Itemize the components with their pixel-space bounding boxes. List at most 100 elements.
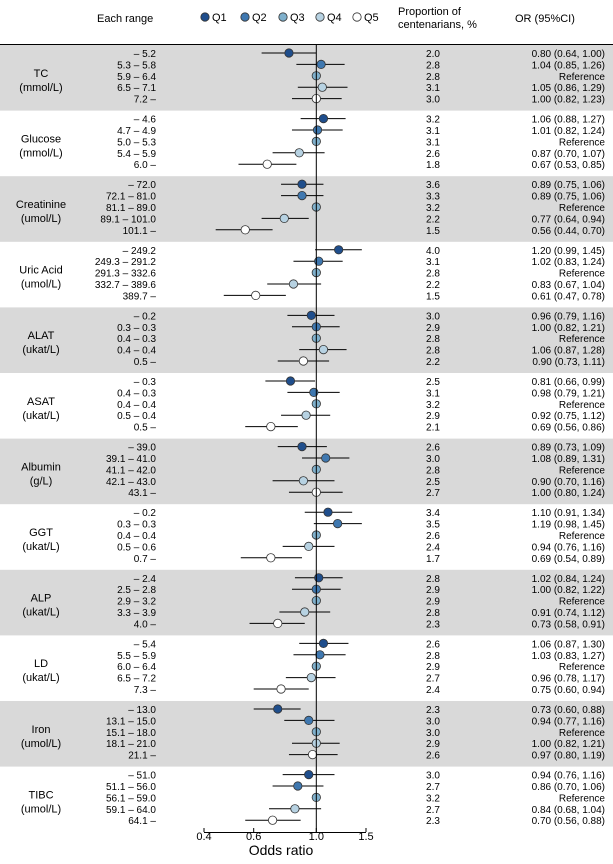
range-label: – 0.2 xyxy=(134,508,157,519)
or-point xyxy=(273,618,283,629)
or-value: 0.94 (0.77, 1.16) xyxy=(532,716,605,727)
or-point xyxy=(306,672,316,683)
range-label: 81.1 – 89.0 xyxy=(106,203,156,214)
or-point xyxy=(321,453,331,463)
or-point xyxy=(293,781,303,791)
legend-marker-q4 xyxy=(315,12,325,22)
range-label: 7.2 – xyxy=(134,95,157,106)
legend-label-q2: Q2 xyxy=(252,12,267,24)
or-value: 1.03 (0.83, 1.27) xyxy=(532,651,605,662)
range-label: 0.4 – 0.4 xyxy=(117,531,156,542)
or-value: 1.00 (0.82, 1.23) xyxy=(532,95,605,106)
header-proportion-line2: centenarians, % xyxy=(398,19,477,31)
range-label: 0.5 – 0.4 xyxy=(117,411,156,422)
proportion-value: 2.8 xyxy=(426,334,440,345)
range-label: 0.4 – 0.3 xyxy=(117,334,156,345)
group-unit-ld: (ukat/L) xyxy=(22,672,59,684)
or-point xyxy=(334,245,344,255)
or-point xyxy=(312,125,323,135)
range-label: 3.3 – 3.9 xyxy=(117,608,156,619)
group-name-alp: ALP xyxy=(31,593,52,605)
group-unit-alat: (ukat/L) xyxy=(22,344,59,356)
proportion-value: 3.5 xyxy=(426,520,440,531)
or-value: Reference xyxy=(559,137,606,148)
range-label: 6.0 – xyxy=(134,160,157,171)
proportion-value: 1.8 xyxy=(426,160,440,171)
plot-marks xyxy=(215,45,362,832)
or-value: 0.83 (0.67, 1.04) xyxy=(532,280,605,291)
or-point xyxy=(288,279,299,289)
or-value: 0.80 (0.64, 1.00) xyxy=(532,49,605,60)
range-label: 4.0 – xyxy=(134,619,157,630)
group-unit-albumin: (g/L) xyxy=(30,475,53,487)
or-point xyxy=(262,159,272,169)
or-value: 1.08 (0.89, 1.31) xyxy=(532,454,605,465)
or-value: 0.84 (0.68, 1.04) xyxy=(532,805,605,816)
or-value: 0.90 (0.70, 1.16) xyxy=(532,477,605,488)
or-value: 0.89 (0.75, 1.06) xyxy=(532,192,605,203)
or-point xyxy=(285,376,296,386)
or-value: Reference xyxy=(559,662,606,673)
or-point xyxy=(318,344,329,355)
or-point xyxy=(304,541,314,552)
or-point xyxy=(290,804,300,814)
proportion-value: 2.1 xyxy=(426,423,440,434)
header-proportion-line1: Proportion of xyxy=(398,6,462,18)
or-value: Reference xyxy=(559,400,606,411)
group-name-tibc: TIBC xyxy=(28,789,53,801)
or-value: Reference xyxy=(559,597,606,608)
or-value: 0.67 (0.53, 0.85) xyxy=(532,160,605,171)
group-bands xyxy=(0,45,613,767)
range-label: 101.1 – xyxy=(123,226,157,237)
proportion-value: 2.2 xyxy=(426,214,440,225)
range-label: 4.7 – 4.9 xyxy=(117,126,156,137)
or-point xyxy=(307,749,318,760)
or-point xyxy=(318,638,329,649)
range-label: – 0.2 xyxy=(134,311,157,322)
or-point xyxy=(267,815,278,825)
or-value: 0.75 (0.60, 0.94) xyxy=(532,685,605,696)
range-label: 0.3 – 0.3 xyxy=(117,520,156,531)
proportion-value: 2.5 xyxy=(426,377,440,388)
legend-label-q4: Q4 xyxy=(327,12,342,24)
or-point xyxy=(315,650,325,660)
legend-marker-q1 xyxy=(200,12,210,22)
range-label: 5.4 – 5.9 xyxy=(117,149,156,160)
or-point xyxy=(304,715,314,726)
range-label: – 72.0 xyxy=(128,180,156,191)
range-label: 72.1 – 81.0 xyxy=(106,192,156,203)
group-name-alat: ALAT xyxy=(28,330,55,342)
legend-marker-q5 xyxy=(352,12,362,22)
or-value: 1.05 (0.86, 1.29) xyxy=(532,83,605,94)
proportion-value: 2.9 xyxy=(426,585,440,596)
proportion-value: 2.6 xyxy=(426,443,440,454)
proportion-value: 3.1 xyxy=(426,126,440,137)
group-name-glucose: Glucose xyxy=(21,133,61,145)
proportion-value: 3.1 xyxy=(426,83,440,94)
group-unit-tibc: (umol/L) xyxy=(21,803,61,815)
range-label: 332.7 – 389.6 xyxy=(95,280,157,291)
group-name-uric-acid: Uric Acid xyxy=(19,265,62,277)
or-point xyxy=(333,518,343,529)
proportion-value: 2.8 xyxy=(426,651,440,662)
or-value: 1.10 (0.91, 1.34) xyxy=(532,508,605,519)
range-label: 5.5 – 5.9 xyxy=(117,651,156,662)
proportion-value: 2.6 xyxy=(426,531,440,542)
group-unit-asat: (ukat/L) xyxy=(22,410,59,422)
or-value: 1.04 (0.85, 1.26) xyxy=(532,60,605,71)
proportion-value: 3.2 xyxy=(426,793,440,804)
proportion-value: 3.1 xyxy=(426,257,440,268)
or-point xyxy=(317,82,327,92)
x-tick-label: 0.4 xyxy=(196,831,211,843)
range-label: 0.5 – xyxy=(134,357,157,368)
proportion-value: 2.7 xyxy=(426,674,440,685)
or-point xyxy=(297,441,307,452)
range-label: 59.1 – 64.0 xyxy=(106,805,156,816)
group-unit-alp: (ukat/L) xyxy=(22,607,59,619)
or-value: 0.56 (0.44, 0.70) xyxy=(532,226,605,237)
range-label: 42.1 – 43.0 xyxy=(106,477,156,488)
proportion-value: 3.0 xyxy=(426,311,440,322)
proportion-value: 3.0 xyxy=(426,95,440,106)
x-tick-label: 0.6 xyxy=(246,831,261,843)
group-unit-tc: (mmol/L) xyxy=(19,82,62,94)
